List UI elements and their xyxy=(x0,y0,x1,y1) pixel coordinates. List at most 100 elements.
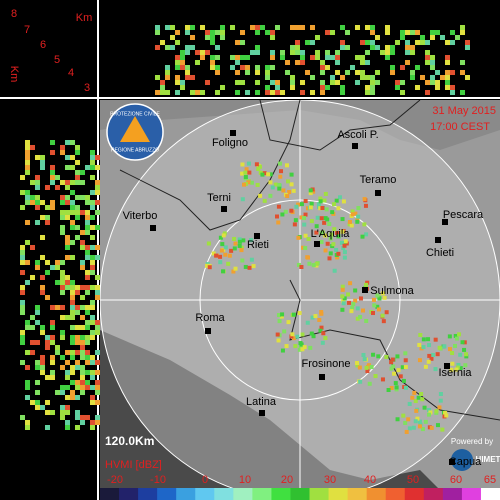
echo-cell xyxy=(219,248,224,253)
echo-cell xyxy=(340,40,345,45)
echo-cell xyxy=(223,245,228,250)
echo-cell xyxy=(318,196,323,201)
echo-cell xyxy=(275,332,280,337)
echo-cell xyxy=(290,75,295,80)
echo-cell xyxy=(20,270,25,275)
scale-swatch xyxy=(214,488,234,500)
echo-cell xyxy=(341,246,346,251)
echo-cell xyxy=(85,340,90,345)
echo-cell xyxy=(60,415,65,420)
echo-cell xyxy=(371,352,376,357)
echo-cell xyxy=(210,40,215,45)
echo-cell xyxy=(65,215,70,220)
echo-cell xyxy=(45,400,50,405)
echo-cell xyxy=(445,85,450,90)
echo-cell xyxy=(365,280,370,285)
echo-cell xyxy=(295,60,300,65)
scale-swatch xyxy=(423,488,444,500)
echo-cell xyxy=(175,90,180,95)
echo-cell xyxy=(60,215,65,220)
scale-swatch xyxy=(119,488,139,500)
echo-cell xyxy=(95,285,100,290)
echo-cell xyxy=(25,145,30,150)
echo-cell xyxy=(90,330,95,335)
echo-cell xyxy=(255,30,260,35)
echo-cell xyxy=(35,310,40,315)
echo-cell xyxy=(334,247,339,252)
echo-cell xyxy=(35,305,40,310)
echo-cell xyxy=(429,425,434,430)
echo-cell xyxy=(340,90,345,95)
echo-cell xyxy=(375,80,380,85)
echo-cell xyxy=(240,80,245,85)
echo-cell xyxy=(428,410,433,415)
echo-cell xyxy=(365,369,370,374)
echo-cell xyxy=(155,25,160,30)
echo-cell xyxy=(55,265,60,270)
echo-cell xyxy=(311,263,316,268)
echo-cell xyxy=(405,60,410,65)
echo-cell xyxy=(90,355,95,360)
echo-cell xyxy=(300,50,305,55)
echo-cell xyxy=(270,30,275,35)
echo-cell xyxy=(185,75,190,80)
echo-cell xyxy=(384,310,389,315)
echo-cell xyxy=(80,295,85,300)
echo-cell xyxy=(308,191,313,196)
echo-cell xyxy=(90,215,95,220)
echo-cell xyxy=(407,426,412,431)
echo-cell xyxy=(308,205,313,210)
echo-cell xyxy=(381,319,386,324)
scale-label: 30 xyxy=(324,474,336,486)
echo-cell xyxy=(180,55,185,60)
echo-cell xyxy=(353,288,358,293)
height-label: 5 xyxy=(54,54,60,66)
echo-cell xyxy=(80,340,85,345)
echo-cell xyxy=(85,360,90,365)
echo-cell xyxy=(25,350,30,355)
echo-cell xyxy=(60,180,65,185)
echo-cell xyxy=(385,50,390,55)
echo-cell xyxy=(365,25,370,30)
echo-cell xyxy=(70,240,75,245)
echo-cell xyxy=(25,160,30,165)
echo-cell xyxy=(85,380,90,385)
echo-cell xyxy=(364,232,369,237)
echo-cell xyxy=(65,360,70,365)
echo-cell xyxy=(45,215,50,220)
unit: Km xyxy=(76,12,93,24)
echo-cell xyxy=(30,350,35,355)
echo-cell xyxy=(50,320,55,325)
echo-cell xyxy=(185,65,190,70)
echo-cell xyxy=(200,90,205,95)
echo-cell xyxy=(25,420,30,425)
echo-cell xyxy=(227,253,232,258)
city-label: Latina xyxy=(246,396,277,408)
echo-cell xyxy=(270,55,275,60)
echo-cell xyxy=(403,351,408,356)
echo-cell xyxy=(305,70,310,75)
echo-cell xyxy=(454,336,459,341)
echo-cell xyxy=(241,238,246,243)
echo-cell xyxy=(75,285,80,290)
echo-cell xyxy=(70,140,75,145)
echo-cell xyxy=(320,90,325,95)
echo-cell xyxy=(355,55,360,60)
echo-cell xyxy=(290,50,295,55)
echo-cell xyxy=(340,229,345,234)
echo-cell xyxy=(360,75,365,80)
echo-cell xyxy=(303,233,308,238)
echo-cell xyxy=(440,75,445,80)
echo-cell xyxy=(75,365,80,370)
echo-cell xyxy=(85,225,90,230)
city-label: Ascoli P. xyxy=(337,129,378,141)
echo-cell xyxy=(60,210,65,215)
echo-cell xyxy=(384,355,389,360)
echo-cell xyxy=(364,365,369,370)
echo-cell xyxy=(90,200,95,205)
echo-cell xyxy=(376,354,381,359)
echo-cell xyxy=(80,180,85,185)
scale-swatch xyxy=(233,488,253,500)
echo-cell xyxy=(40,405,45,410)
echo-cell xyxy=(90,155,95,160)
